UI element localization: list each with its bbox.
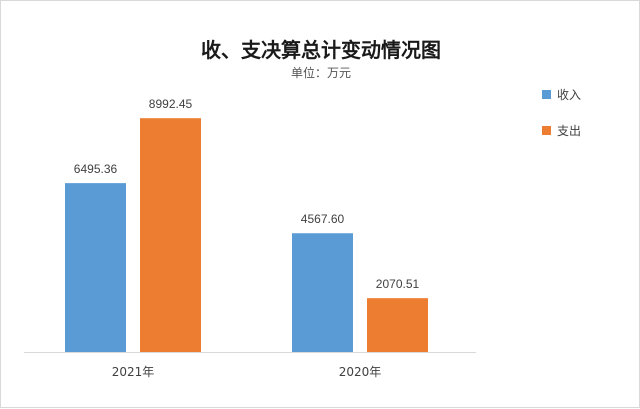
legend-swatch-income [542, 90, 551, 99]
bar-income-0 [65, 183, 126, 352]
data-label-income-0: 6495.36 [74, 162, 118, 176]
chart-title: 收、支决算总计变动情况图 [201, 38, 441, 62]
data-label-income-1: 4567.60 [301, 212, 345, 226]
plot-area: 6495.36 8992.45 2021年 4567.60 2070.51 2020年 [24, 97, 476, 379]
bar-income-1 [292, 233, 353, 352]
legend-swatch-expense [542, 126, 551, 135]
bar-expense-1 [367, 298, 428, 352]
data-label-expense-0: 8992.45 [149, 97, 193, 111]
legend-label-expense: 支出 [557, 124, 581, 138]
x-tick-label-1: 2020年 [339, 365, 382, 379]
data-label-expense-1: 2070.51 [376, 277, 420, 291]
bar-expense-0 [140, 118, 201, 353]
legend-label-income: 收入 [557, 88, 581, 102]
chart-subtitle: 单位：万元 [291, 65, 351, 80]
x-tick-label-0: 2021年 [112, 365, 155, 379]
